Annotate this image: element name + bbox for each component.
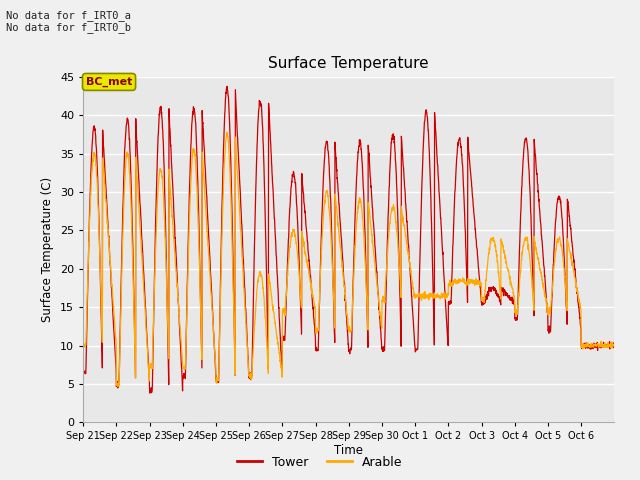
Tower	[132, 127, 140, 132]
Line: Arable: Arable	[83, 132, 614, 386]
X-axis label: Time: Time	[334, 444, 364, 457]
Arable	[248, 377, 255, 383]
Tower	[79, 372, 87, 377]
Tower	[381, 339, 388, 345]
Y-axis label: Surface Temperature (C): Surface Temperature (C)	[42, 177, 54, 322]
Tower	[248, 374, 255, 380]
Legend: Tower, Arable: Tower, Arable	[232, 451, 408, 474]
Text: BC_met: BC_met	[86, 77, 132, 87]
Arable	[79, 343, 87, 349]
Arable	[603, 344, 611, 349]
Tower	[146, 390, 154, 396]
Arable	[223, 130, 230, 135]
Tower	[603, 342, 611, 348]
Tower	[223, 84, 231, 89]
Arable	[539, 283, 547, 289]
Arable	[381, 300, 388, 305]
Text: No data for f_IRT0_a
No data for f_IRT0_b: No data for f_IRT0_a No data for f_IRT0_…	[6, 10, 131, 33]
Tower	[611, 341, 618, 347]
Line: Tower: Tower	[83, 86, 614, 393]
Arable	[611, 343, 618, 349]
Tower	[509, 295, 516, 301]
Arable	[509, 286, 516, 291]
Title: Surface Temperature: Surface Temperature	[269, 57, 429, 72]
Tower	[539, 250, 547, 255]
Arable	[114, 384, 122, 389]
Arable	[132, 166, 140, 172]
